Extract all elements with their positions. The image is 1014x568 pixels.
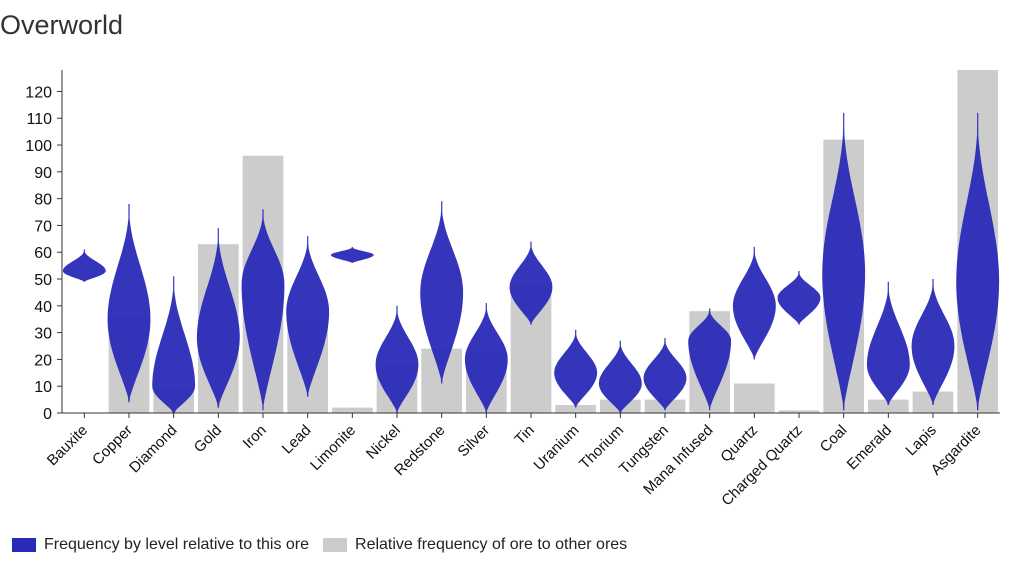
bar-quartz <box>734 383 775 413</box>
y-tick-label-50: 50 <box>34 272 52 289</box>
axes-layer: 0 10 20 30 40 50 60 70 80 90 100 110 120 <box>25 70 1000 423</box>
x-tick-label-silver: Silver <box>455 422 494 461</box>
violin-quartz <box>732 246 776 360</box>
violin-thorium <box>598 340 642 413</box>
bars-layer <box>108 70 998 413</box>
violin-redstone <box>420 201 464 384</box>
x-tick-label-tin: Tin <box>511 422 537 448</box>
bar-charged-quartz <box>778 410 820 413</box>
y-tick-label-10: 10 <box>34 379 52 396</box>
y-tick-label-80: 80 <box>34 192 52 209</box>
violin-tin <box>509 241 553 325</box>
violin-bauxite <box>62 249 106 282</box>
x-tick-label-nickel: Nickel <box>363 422 404 463</box>
x-tick-label-limonite: Limonite <box>307 422 359 474</box>
violin-mana-infused <box>688 308 732 411</box>
x-tick-label-emerald: Emerald <box>844 422 896 474</box>
violin-gold <box>196 228 240 408</box>
x-tick-label-gold: Gold <box>191 422 225 456</box>
violin-coal <box>822 112 866 411</box>
violins-layer <box>62 112 1000 413</box>
violin-limonite <box>330 246 374 263</box>
x-tick-label-quartz: Quartz <box>717 422 761 466</box>
chart-title: Overworld <box>0 10 124 40</box>
x-tick-label-bauxite: Bauxite <box>44 422 91 469</box>
legend: Frequency by level relative to this ore … <box>12 536 641 554</box>
y-tick-label-100: 100 <box>25 138 52 155</box>
x-tick-label-diamond: Diamond <box>126 422 180 476</box>
x-tick-label-iron: Iron <box>240 422 270 452</box>
x-tick-label-lapis: Lapis <box>902 422 939 459</box>
legend-item-violin[interactable]: Frequency by level relative to this ore <box>12 536 309 554</box>
bar-limonite <box>332 407 373 413</box>
y-tick-label-20: 20 <box>34 352 52 369</box>
bar-emerald <box>868 399 909 413</box>
x-tick-label-uranium: Uranium <box>530 422 582 474</box>
violin-lead <box>286 236 330 397</box>
legend-item-bar[interactable]: Relative frequency of ore to other ores <box>323 536 627 554</box>
y-tick-label-110: 110 <box>26 111 52 128</box>
legend-swatch-violin <box>12 538 36 552</box>
violin-lapis <box>911 279 955 405</box>
y-tick-label-40: 40 <box>34 299 52 316</box>
bar-uranium <box>555 404 596 413</box>
violin-uranium <box>554 329 598 408</box>
y-tick-label-70: 70 <box>34 218 52 235</box>
violin-charged-quartz <box>777 271 821 325</box>
violin-tungsten <box>643 338 687 411</box>
violin-copper <box>107 204 151 403</box>
legend-swatch-bar <box>323 538 348 552</box>
legend-label-bar: Relative frequency of ore to other ores <box>355 536 628 553</box>
violin-emerald <box>866 281 910 405</box>
x-tick-label-lead: Lead <box>279 422 315 458</box>
violin-iron <box>241 209 285 411</box>
x-tick-label-coal: Coal <box>817 422 851 456</box>
violin-asgardite <box>956 112 1000 411</box>
violin-silver <box>464 303 508 413</box>
y-tick-label-60: 60 <box>34 245 52 262</box>
violin-nickel <box>375 305 419 413</box>
y-tick-label-30: 30 <box>34 326 52 343</box>
violin-diamond <box>152 276 196 413</box>
legend-label-violin: Frequency by level relative to this ore <box>44 536 310 553</box>
y-tick-label-90: 90 <box>34 165 52 182</box>
y-tick-label-120: 120 <box>25 84 52 101</box>
x-tick-label-charged-quartz: Charged Quartz <box>718 422 805 509</box>
y-tick-label-0: 0 <box>43 406 52 423</box>
